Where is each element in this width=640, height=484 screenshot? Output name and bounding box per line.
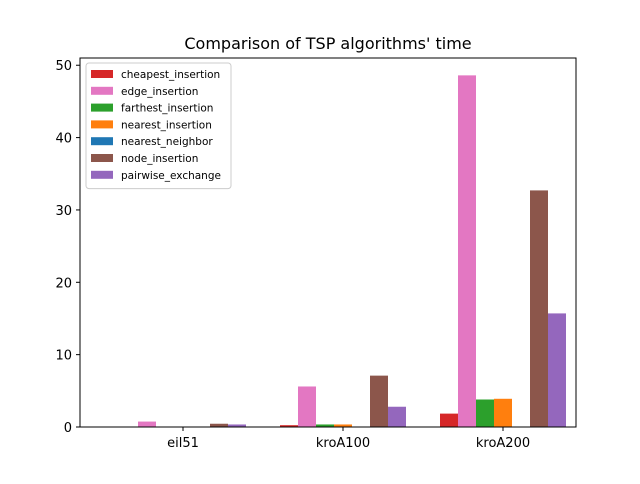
- y-tick-label: 30: [55, 204, 72, 219]
- legend-label: edge_insertion: [121, 86, 198, 98]
- x-tick-label: kroA200: [476, 436, 530, 451]
- bar-edge_insertion-kroA100: [298, 386, 316, 427]
- bar-pairwise_exchange-kroA100: [388, 407, 406, 427]
- bar-node_insertion-kroA100: [370, 376, 388, 427]
- y-tick-label: 50: [55, 59, 72, 74]
- legend-swatch: [91, 87, 113, 95]
- legend-label: pairwise_exchange: [121, 170, 221, 182]
- bar-farthest_insertion-kroA200: [476, 400, 494, 427]
- legend-label: nearest_neighbor: [121, 136, 213, 148]
- legend-label: cheapest_insertion: [121, 69, 220, 81]
- y-tick-label: 10: [55, 349, 72, 364]
- legend-swatch: [91, 171, 113, 179]
- bar-edge_insertion-eil51: [138, 422, 156, 427]
- legend-label: nearest_insertion: [121, 119, 212, 131]
- legend-swatch: [91, 104, 113, 112]
- bar-nearest_insertion-kroA200: [494, 399, 512, 427]
- bar-node_insertion-kroA200: [530, 190, 548, 427]
- legend-swatch: [91, 120, 113, 128]
- x-tick-label: kroA100: [316, 436, 370, 451]
- y-tick-label: 0: [64, 421, 72, 436]
- y-tick-label: 40: [55, 132, 72, 147]
- bar-edge_insertion-kroA200: [458, 75, 476, 427]
- bar-cheapest_insertion-kroA200: [440, 414, 458, 427]
- legend-swatch: [91, 137, 113, 145]
- legend: cheapest_insertion edge_insertion farthest…: [86, 63, 231, 189]
- x-tick-label: eil51: [167, 436, 199, 451]
- bar-pairwise_exchange-kroA200: [548, 313, 566, 427]
- chart-title: Comparison of TSP algorithms' time: [184, 34, 471, 53]
- legend-label: farthest_insertion: [121, 103, 213, 115]
- legend-swatch: [91, 154, 113, 162]
- legend-swatch: [91, 70, 113, 78]
- y-tick-label: 20: [55, 276, 72, 291]
- legend-label: node_insertion: [121, 153, 198, 165]
